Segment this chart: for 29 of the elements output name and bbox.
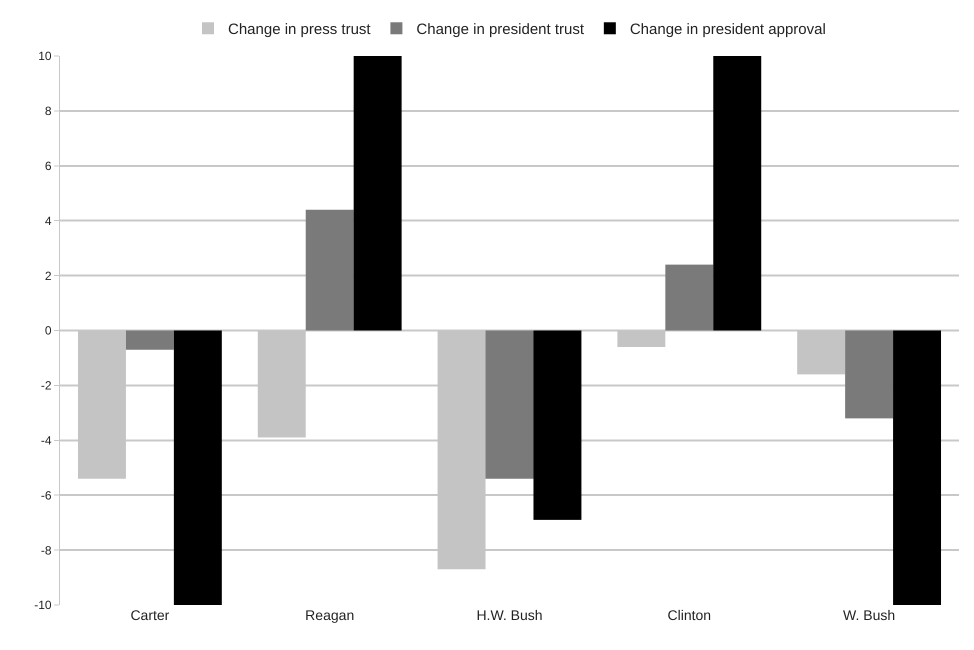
y-tick-label: 6 <box>44 159 52 173</box>
y-tick-label: 4 <box>44 214 52 228</box>
bar <box>306 210 354 330</box>
bar <box>174 330 222 605</box>
legend-label: Change in press trust <box>228 21 372 38</box>
x-tick-label: H.W. Bush <box>476 607 543 623</box>
legend-label: Change in president trust <box>416 21 585 38</box>
x-tick-label: W. Bush <box>843 607 896 623</box>
x-tick-label: Reagan <box>305 607 354 623</box>
y-tick-label: 8 <box>44 104 52 118</box>
bar <box>533 330 582 520</box>
bar <box>126 330 174 350</box>
y-tick-label: -2 <box>40 378 52 393</box>
bar <box>713 56 762 330</box>
x-tick-label: Clinton <box>668 607 712 623</box>
bar <box>486 330 534 479</box>
y-tick-label: 0 <box>44 324 52 338</box>
bar <box>665 264 714 330</box>
bar <box>845 330 894 418</box>
x-tick-label: Carter <box>130 607 170 623</box>
y-tick-label: 10 <box>38 49 52 64</box>
y-tick-label: 2 <box>44 268 52 283</box>
legend-label: Change in president approval <box>630 21 826 38</box>
bar <box>354 56 402 330</box>
y-tick-label: -8 <box>40 543 52 558</box>
y-tick-label: -6 <box>40 488 52 502</box>
y-tick-label: -4 <box>40 434 52 448</box>
y-tick-label: -10 <box>34 598 52 612</box>
bar <box>893 330 942 605</box>
